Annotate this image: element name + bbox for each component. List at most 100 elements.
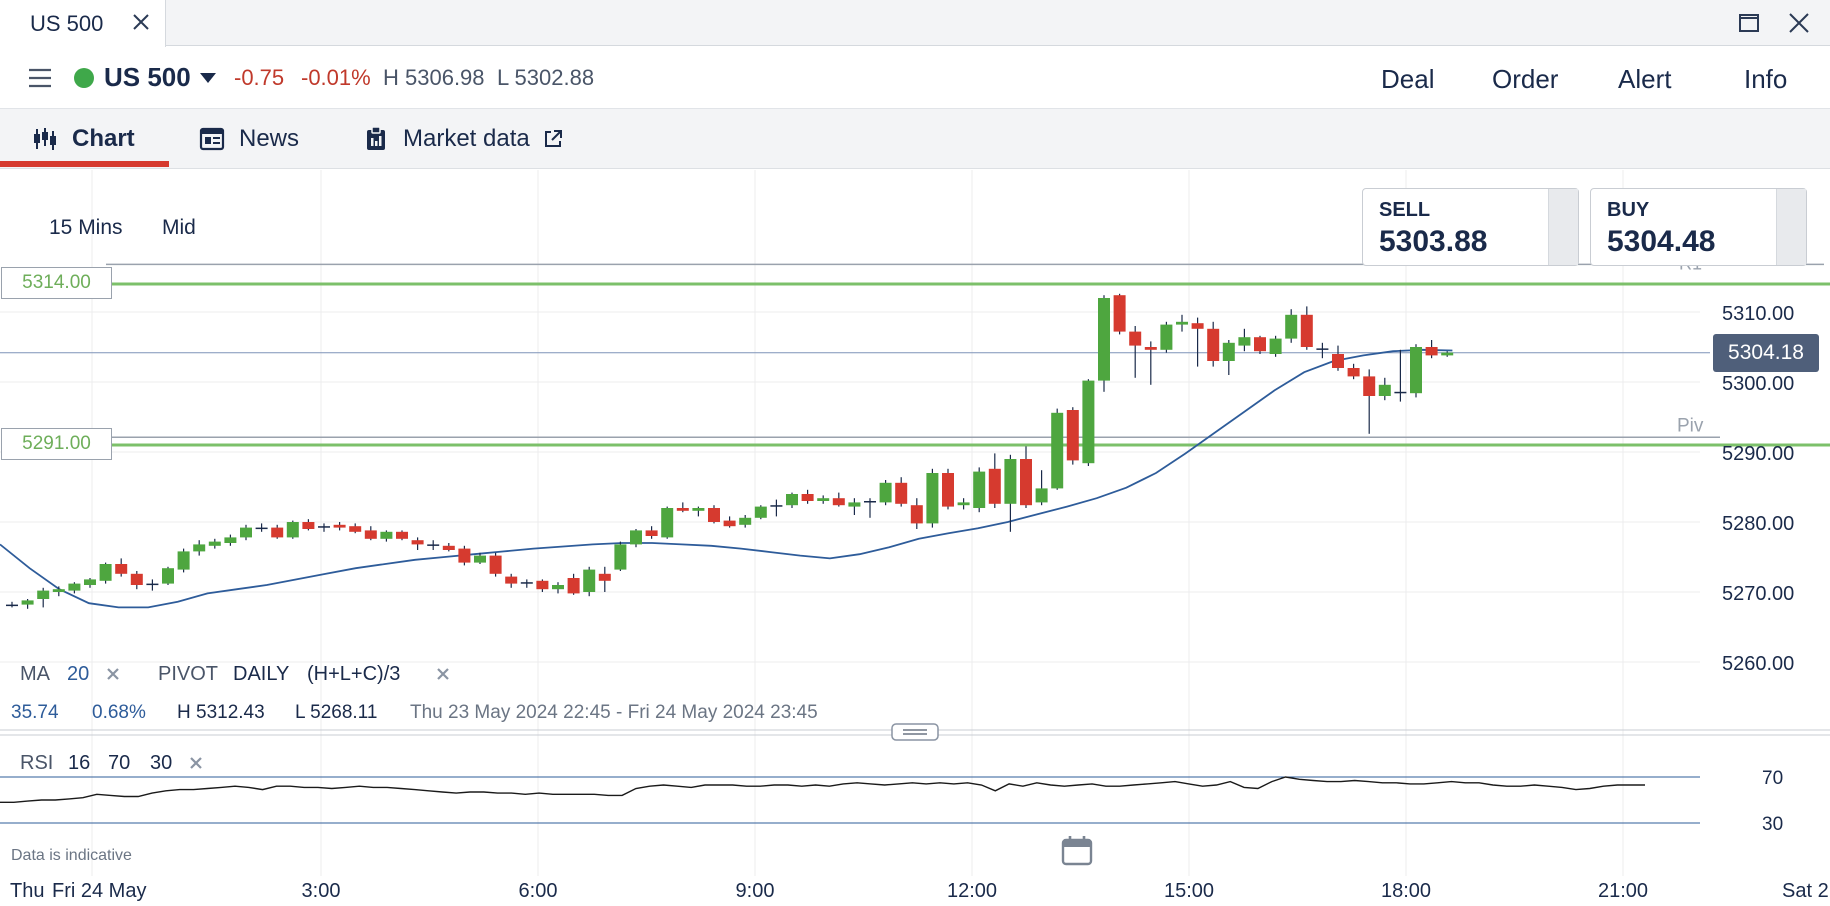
remove-rsi-icon[interactable] <box>189 756 203 770</box>
candle-body <box>957 502 970 506</box>
tab-news-label: News <box>239 125 300 152</box>
pivot-period[interactable]: DAILY <box>233 663 290 685</box>
disclaimer: Data is indicative <box>11 847 132 864</box>
deal-button[interactable]: Deal <box>1381 64 1435 94</box>
timeframe-selector[interactable]: 15 Mins <box>49 216 123 239</box>
candlestick-icon <box>34 128 56 150</box>
calendar-icon[interactable] <box>1060 834 1094 866</box>
candle-body <box>723 520 736 527</box>
candle-body <box>442 545 455 550</box>
rsi-period[interactable]: 16 <box>68 752 91 774</box>
candle-body <box>302 522 315 529</box>
lower-level-label[interactable]: 5291.00 <box>1 428 112 460</box>
x-tick-label: 18:00 <box>1381 880 1431 902</box>
info-button[interactable]: Info <box>1744 64 1788 94</box>
candle-body <box>1020 459 1032 506</box>
candle-body <box>1316 348 1329 350</box>
candle-body <box>146 583 159 586</box>
remove-pivot-icon[interactable] <box>436 667 450 681</box>
candle-body <box>1363 376 1376 396</box>
y-tick-label: 5310.00 <box>1722 303 1794 325</box>
y-tick-label: 5300.00 <box>1722 373 1794 395</box>
candle-body <box>1347 368 1360 377</box>
candle-body <box>910 505 923 524</box>
period-change-percent: 0.68% <box>92 702 146 723</box>
candle-body <box>942 473 954 507</box>
candle-body <box>255 527 268 530</box>
close-icon[interactable] <box>131 12 151 32</box>
candle-body <box>162 568 174 584</box>
candle-body <box>1254 337 1266 352</box>
candle-body <box>1300 314 1313 347</box>
window-tab[interactable]: US 500 <box>0 0 166 47</box>
pivot-formula[interactable]: (H+L+C)/3 <box>307 663 401 685</box>
pivot-label: Piv <box>1677 415 1704 436</box>
candle-body <box>676 508 689 511</box>
candle-body <box>1098 298 1110 381</box>
y-tick-label: 5280.00 <box>1722 513 1794 535</box>
buy-button[interactable]: BUY 5304.48 <box>1590 188 1807 266</box>
x-tick-label: 9:00 <box>736 880 775 902</box>
candle-body <box>1004 459 1017 504</box>
candle-body <box>661 508 674 538</box>
candle-body <box>177 551 190 570</box>
candle-body <box>1441 352 1454 356</box>
candle-body <box>427 544 440 546</box>
buy-price: 5304.48 <box>1607 225 1716 258</box>
candle-body <box>6 604 18 607</box>
candle-body <box>318 526 330 528</box>
price-type-selector[interactable]: Mid <box>162 216 196 239</box>
upper-level-label[interactable]: 5314.00 <box>1 267 112 299</box>
tab-chart[interactable]: Chart <box>32 109 135 169</box>
alert-button[interactable]: Alert <box>1618 64 1672 94</box>
close-window-icon[interactable] <box>1786 10 1812 36</box>
order-button[interactable]: Order <box>1492 64 1559 94</box>
window-tab-title: US 500 <box>30 10 104 36</box>
candle-body <box>754 506 767 518</box>
rsi-upper[interactable]: 70 <box>108 752 131 774</box>
rsi-lower[interactable]: 30 <box>150 752 173 774</box>
content-tabs: Chart News Market data <box>0 109 1830 169</box>
x-tick-label: 21:00 <box>1598 880 1648 902</box>
sell-button[interactable]: SELL 5303.88 <box>1362 188 1579 266</box>
candle-body <box>536 580 549 590</box>
candle-body <box>879 482 892 503</box>
range-dates: Thu 23 May 2024 22:45 - Fri 24 May 2024 … <box>410 702 818 723</box>
candle-body <box>240 527 252 538</box>
sell-price: 5303.88 <box>1379 225 1488 258</box>
pivot-label: PIVOT <box>158 663 219 685</box>
external-link-icon[interactable] <box>542 128 564 150</box>
active-tab-indicator <box>0 161 169 167</box>
candle-body <box>832 498 845 506</box>
y-tick-label: 5270.00 <box>1722 583 1794 605</box>
candle-body <box>68 583 81 591</box>
remove-ma-icon[interactable] <box>106 667 120 681</box>
price-chart[interactable]: R1Piv5310.005300.005290.005280.005270.00… <box>0 170 1830 906</box>
candle-body <box>396 531 408 539</box>
x-tick-label: Fri 24 May <box>52 880 146 902</box>
candle-body <box>115 564 128 574</box>
tab-market-data-label: Market data <box>403 125 530 152</box>
candle-body <box>988 468 1001 504</box>
ma-period[interactable]: 20 <box>67 663 90 685</box>
candle-body <box>224 537 237 543</box>
panel-resize-handle[interactable] <box>891 723 939 741</box>
x-tick-label: 6:00 <box>519 880 558 902</box>
candle-body <box>1269 338 1282 354</box>
instrument-name[interactable]: US 500 <box>104 62 191 92</box>
candle-body <box>1129 331 1142 346</box>
candle-body <box>1332 354 1344 368</box>
menu-icon[interactable] <box>28 67 52 89</box>
chevron-down-icon[interactable] <box>200 73 216 83</box>
tab-news[interactable]: News <box>199 109 299 169</box>
candle-body <box>598 573 611 581</box>
candle-body <box>1222 342 1235 361</box>
candle-body <box>333 524 346 528</box>
candle-body <box>364 530 377 539</box>
candle-body <box>489 555 502 574</box>
tab-market-data[interactable]: Market data <box>363 109 564 169</box>
candle-body <box>1425 347 1438 356</box>
maximize-icon[interactable] <box>1736 10 1762 36</box>
current-price-badge: 5304.18 <box>1713 334 1819 372</box>
